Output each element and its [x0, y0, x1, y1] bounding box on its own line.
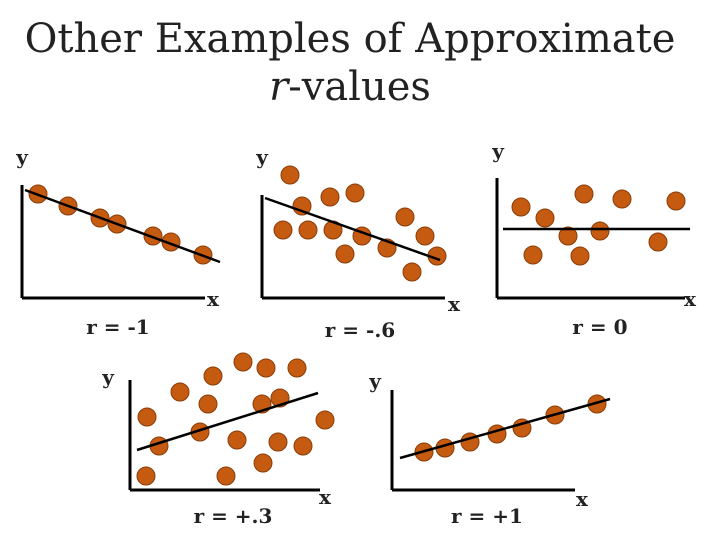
- fit-line: [399, 397, 611, 460]
- title-rest: -values: [288, 64, 431, 110]
- x-label: x: [319, 485, 332, 509]
- dot: [315, 410, 335, 430]
- dot: [170, 382, 190, 402]
- r-label: r = 0: [572, 315, 627, 339]
- dot: [293, 436, 313, 456]
- dot: [415, 226, 435, 246]
- dot: [402, 262, 422, 282]
- dot: [227, 430, 247, 450]
- dot: [523, 245, 543, 265]
- dot: [612, 189, 632, 209]
- x-label: x: [576, 487, 589, 511]
- r-label: r = -1: [86, 315, 149, 339]
- dot: [666, 191, 686, 211]
- dot: [137, 407, 157, 427]
- panel: y x r = -.6: [255, 145, 461, 342]
- title-line: Other Examples of Approximate: [25, 16, 676, 62]
- r-label: r = -.6: [325, 318, 395, 342]
- dot: [335, 244, 355, 264]
- panel: y x r = +.3: [101, 352, 335, 528]
- fit-line: [136, 391, 319, 452]
- dot: [287, 358, 307, 378]
- dot: [256, 358, 276, 378]
- dots: [511, 184, 686, 266]
- x-label: x: [207, 287, 220, 311]
- x-label: x: [448, 292, 461, 316]
- y-label: y: [101, 365, 115, 389]
- dot: [558, 226, 578, 246]
- dot: [136, 466, 156, 486]
- dot: [574, 184, 594, 204]
- r-label: r = +1: [451, 504, 523, 528]
- x-label: x: [684, 287, 697, 311]
- dot: [203, 366, 223, 386]
- dot: [233, 352, 253, 372]
- dot: [511, 197, 531, 217]
- y-label: y: [15, 145, 29, 169]
- dot: [320, 187, 340, 207]
- dot: [395, 207, 415, 227]
- y-label: y: [255, 145, 269, 169]
- dots: [273, 165, 447, 282]
- dots: [136, 352, 335, 486]
- dot: [345, 183, 365, 203]
- dot: [198, 394, 218, 414]
- dot: [280, 165, 300, 185]
- y-label: y: [491, 139, 505, 163]
- panel: y x r = 0: [491, 139, 697, 339]
- panel: y x r = -1: [15, 145, 221, 339]
- dot: [298, 220, 318, 240]
- dot: [648, 232, 668, 252]
- dot: [216, 466, 236, 486]
- dot: [590, 221, 610, 241]
- fit-line: [24, 188, 221, 264]
- dot: [570, 246, 590, 266]
- y-label: y: [368, 369, 382, 393]
- title-line: r-values: [269, 64, 431, 110]
- fit-line: [264, 196, 441, 262]
- dot: [535, 208, 555, 228]
- dot: [253, 453, 273, 473]
- panel: y x r = +1: [368, 369, 611, 528]
- r-label: r = +.3: [194, 504, 273, 528]
- title-italic: r: [269, 64, 291, 110]
- dot: [268, 432, 288, 452]
- dot: [273, 220, 293, 240]
